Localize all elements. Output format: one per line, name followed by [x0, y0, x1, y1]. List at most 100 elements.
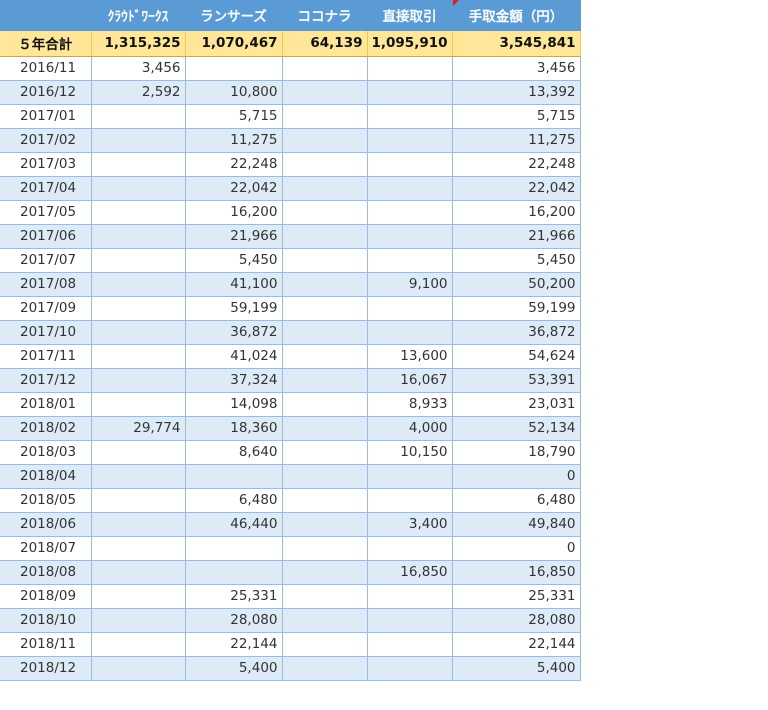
monthly-total-cell[interactable]: 22,042	[452, 176, 581, 201]
coconala-cell[interactable]	[282, 296, 368, 321]
monthly-total-cell[interactable]: 54,624	[452, 344, 581, 369]
crowdworks-cell[interactable]	[91, 368, 186, 393]
direct-cell[interactable]	[367, 224, 453, 249]
date-cell[interactable]: 2016/12	[0, 80, 92, 105]
coconala-cell[interactable]	[282, 632, 368, 657]
monthly-total-cell[interactable]: 16,200	[452, 200, 581, 225]
coconala-cell[interactable]	[282, 224, 368, 249]
lancers-cell[interactable]: 28,080	[185, 608, 283, 633]
crowdworks-cell[interactable]	[91, 296, 186, 321]
monthly-total-cell[interactable]: 0	[452, 464, 581, 489]
coconala-cell[interactable]	[282, 104, 368, 129]
lancers-cell[interactable]: 5,400	[185, 656, 283, 681]
direct-cell[interactable]	[367, 248, 453, 273]
monthly-total-cell[interactable]: 22,248	[452, 152, 581, 177]
crowdworks-cell[interactable]	[91, 656, 186, 681]
date-cell[interactable]: 2017/01	[0, 104, 92, 129]
lancers-cell[interactable]: 10,800	[185, 80, 283, 105]
monthly-total-cell[interactable]: 11,275	[452, 128, 581, 153]
coconala-cell[interactable]	[282, 152, 368, 177]
lancers-cell[interactable]	[185, 560, 283, 585]
total-sum-cell[interactable]: 3,545,841	[452, 30, 581, 57]
coconala-cell[interactable]	[282, 440, 368, 465]
coconala-cell[interactable]	[282, 200, 368, 225]
crowdworks-cell[interactable]	[91, 320, 186, 345]
date-cell[interactable]: 2018/12	[0, 656, 92, 681]
lancers-cell[interactable]: 5,450	[185, 248, 283, 273]
lancers-cell[interactable]: 5,715	[185, 104, 283, 129]
header-lancers-cell[interactable]: ランサーズ	[185, 0, 283, 31]
coconala-cell[interactable]	[282, 392, 368, 417]
direct-cell[interactable]	[367, 608, 453, 633]
direct-cell[interactable]: 13,600	[367, 344, 453, 369]
coconala-cell[interactable]	[282, 320, 368, 345]
date-cell[interactable]: 2017/08	[0, 272, 92, 297]
direct-cell[interactable]: 16,850	[367, 560, 453, 585]
crowdworks-cell[interactable]	[91, 632, 186, 657]
crowdworks-cell[interactable]	[91, 128, 186, 153]
monthly-total-cell[interactable]: 5,450	[452, 248, 581, 273]
monthly-total-cell[interactable]: 13,392	[452, 80, 581, 105]
lancers-cell[interactable]: 21,966	[185, 224, 283, 249]
direct-cell[interactable]: 16,067	[367, 368, 453, 393]
lancers-cell[interactable]: 25,331	[185, 584, 283, 609]
direct-cell[interactable]	[367, 104, 453, 129]
header-total-cell[interactable]: 手取金額（円）	[452, 0, 581, 31]
crowdworks-cell[interactable]	[91, 608, 186, 633]
crowdworks-cell[interactable]: 3,456	[91, 56, 186, 81]
monthly-total-cell[interactable]: 5,715	[452, 104, 581, 129]
direct-cell[interactable]	[367, 56, 453, 81]
lancers-cell[interactable]: 22,042	[185, 176, 283, 201]
lancers-cell[interactable]: 11,275	[185, 128, 283, 153]
date-cell[interactable]: 2018/04	[0, 464, 92, 489]
coconala-cell[interactable]	[282, 416, 368, 441]
date-cell[interactable]: 2017/11	[0, 344, 92, 369]
coconala-cell[interactable]	[282, 536, 368, 561]
crowdworks-cell[interactable]	[91, 176, 186, 201]
crowdworks-cell[interactable]	[91, 200, 186, 225]
date-cell[interactable]: 2017/09	[0, 296, 92, 321]
monthly-total-cell[interactable]: 23,031	[452, 392, 581, 417]
coconala-cell[interactable]	[282, 80, 368, 105]
direct-cell[interactable]: 8,933	[367, 392, 453, 417]
crowdworks-cell[interactable]	[91, 512, 186, 537]
coconala-cell[interactable]	[282, 488, 368, 513]
crowdworks-cell[interactable]	[91, 248, 186, 273]
crowdworks-cell[interactable]	[91, 272, 186, 297]
total-coconala-cell[interactable]: 64,139	[282, 30, 368, 57]
date-cell[interactable]: 2018/02	[0, 416, 92, 441]
date-cell[interactable]: 2018/01	[0, 392, 92, 417]
direct-cell[interactable]	[367, 80, 453, 105]
direct-cell[interactable]	[367, 656, 453, 681]
direct-cell[interactable]	[367, 128, 453, 153]
total-crowdworks-cell[interactable]: 1,315,325	[91, 30, 186, 57]
date-cell[interactable]: 2017/04	[0, 176, 92, 201]
date-cell[interactable]: 2018/07	[0, 536, 92, 561]
header-date-cell[interactable]	[0, 0, 92, 31]
date-cell[interactable]: 2018/09	[0, 584, 92, 609]
lancers-cell[interactable]: 46,440	[185, 512, 283, 537]
crowdworks-cell[interactable]	[91, 488, 186, 513]
header-crowdworks-cell[interactable]: ｸﾗｳﾄﾞﾜｰｸｽ	[91, 0, 186, 31]
coconala-cell[interactable]	[282, 272, 368, 297]
date-cell[interactable]: 2018/03	[0, 440, 92, 465]
direct-cell[interactable]: 10,150	[367, 440, 453, 465]
monthly-total-cell[interactable]: 22,144	[452, 632, 581, 657]
lancers-cell[interactable]: 16,200	[185, 200, 283, 225]
crowdworks-cell[interactable]	[91, 560, 186, 585]
direct-cell[interactable]	[367, 584, 453, 609]
crowdworks-cell[interactable]: 2,592	[91, 80, 186, 105]
monthly-total-cell[interactable]: 5,400	[452, 656, 581, 681]
lancers-cell[interactable]	[185, 464, 283, 489]
lancers-cell[interactable]: 41,024	[185, 344, 283, 369]
date-cell[interactable]: 2018/10	[0, 608, 92, 633]
date-cell[interactable]: 2017/06	[0, 224, 92, 249]
direct-cell[interactable]: 9,100	[367, 272, 453, 297]
total-label-cell[interactable]: ５年合計	[0, 30, 92, 57]
date-cell[interactable]: 2017/02	[0, 128, 92, 153]
lancers-cell[interactable]	[185, 56, 283, 81]
crowdworks-cell[interactable]	[91, 224, 186, 249]
date-cell[interactable]: 2017/07	[0, 248, 92, 273]
lancers-cell[interactable]: 14,098	[185, 392, 283, 417]
monthly-total-cell[interactable]: 52,134	[452, 416, 581, 441]
